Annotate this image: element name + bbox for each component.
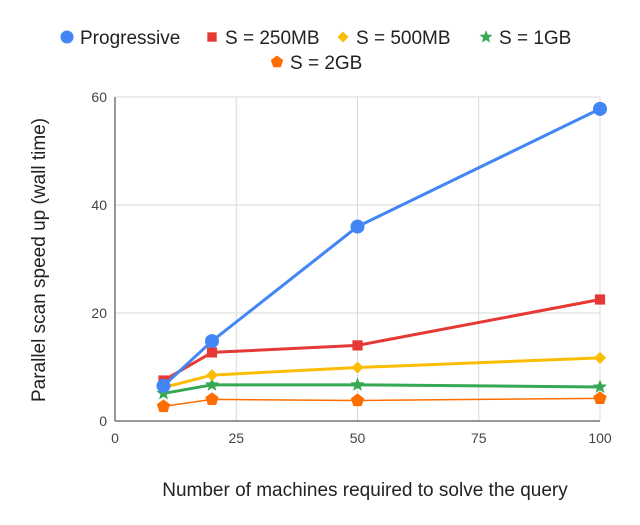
legend-item: S = 500MB (337, 28, 451, 49)
data-point (156, 378, 171, 393)
y-tick-label: 40 (91, 197, 107, 213)
legend-marker (60, 30, 74, 44)
series-line (163, 397, 601, 408)
legend-label: S = 2GB (290, 53, 362, 74)
legend-item: Progressive (60, 28, 180, 49)
data-point (205, 392, 219, 406)
data-point (593, 391, 607, 404)
legend-label: S = 1GB (499, 28, 571, 49)
legend: Progressive S = 250MB S = 500MB S = 1GB S = … (60, 28, 571, 74)
legend-marker (270, 55, 284, 68)
axes (114, 97, 600, 422)
x-tick-label: 75 (471, 430, 487, 446)
series-line (163, 356, 601, 389)
data-point (206, 347, 218, 358)
legend-label: S = 250MB (225, 28, 320, 49)
data-point (350, 377, 365, 391)
y-tick-label: 0 (99, 413, 107, 429)
data-point (206, 369, 218, 382)
y-axis-label: Parallel scan speed up (wall time) (29, 118, 50, 402)
data-point (593, 101, 607, 116)
data-point (592, 379, 608, 394)
series-s-2gb (156, 391, 607, 413)
data-point (204, 377, 220, 391)
x-tick-label: 0 (111, 430, 119, 446)
tick-labels: 0 25 50 75 100 0 20 40 60 (91, 89, 611, 446)
legend-marker (479, 30, 493, 43)
x-tick-label: 100 (588, 430, 612, 446)
data-point (594, 294, 606, 305)
data-point (205, 334, 219, 349)
legend-label: Progressive (80, 28, 180, 49)
data-point (351, 361, 364, 374)
series-line (162, 298, 601, 382)
data-point (594, 351, 606, 364)
legend-item: S = 250MB (207, 28, 320, 49)
x-tick-label: 50 (350, 430, 366, 446)
legend-marker (337, 31, 349, 43)
legend-item: S = 2GB (270, 53, 362, 74)
data-point (350, 219, 365, 234)
series-progressive (156, 101, 607, 393)
y-tick-label: 20 (91, 305, 107, 321)
grid-lines (115, 96, 601, 421)
legend-marker (207, 32, 217, 42)
data-point (350, 393, 365, 407)
data-point (156, 399, 171, 413)
series-s-1gb (156, 377, 608, 400)
x-tick-label: 25 (228, 430, 244, 446)
x-axis-label: Number of machines required to solve the… (162, 480, 568, 501)
series-s-250mb (158, 294, 606, 386)
series-line (163, 383, 601, 395)
data-point (352, 340, 363, 351)
y-tick-label: 60 (91, 89, 107, 105)
series-lines (156, 101, 608, 413)
series-line (162, 107, 601, 388)
legend-label: S = 500MB (356, 28, 451, 49)
legend-item: S = 1GB (479, 28, 571, 49)
